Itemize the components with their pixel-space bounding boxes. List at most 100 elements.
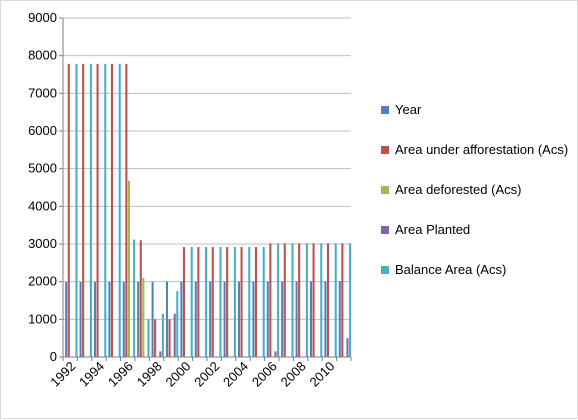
bar (326, 243, 329, 357)
legend-label: Area Planted (395, 222, 471, 237)
bar (205, 247, 208, 357)
bar (334, 243, 337, 357)
bar (237, 281, 241, 357)
x-tick-label: 1996 (105, 359, 136, 390)
bar (154, 319, 157, 357)
x-tick-label: 2006 (249, 359, 280, 390)
legend-label: Balance Area (Acs) (395, 262, 507, 277)
legend-item-balance: Balance Area (Acs) (381, 261, 577, 279)
legend-swatch (381, 186, 389, 194)
y-tick-label: 9000 (28, 10, 57, 25)
bar (159, 351, 162, 357)
legend-swatch (381, 146, 389, 154)
bar (295, 281, 298, 357)
bar (338, 281, 341, 357)
legend-label: Area deforested (Acs) (395, 182, 522, 197)
bar (161, 313, 164, 357)
bar (309, 281, 313, 357)
bar (67, 63, 70, 357)
bar (122, 281, 125, 357)
bar (168, 319, 171, 357)
legend-item-deforested: Area deforested (Acs) (381, 181, 577, 199)
y-tick-label: 3000 (28, 236, 57, 251)
axes (59, 17, 352, 361)
bar (89, 63, 92, 357)
bars (65, 63, 352, 357)
legend-swatch (381, 266, 389, 274)
y-tick-label: 1000 (28, 311, 57, 326)
bar (118, 63, 121, 357)
bar (133, 239, 136, 357)
legend-item-planted: Area Planted (381, 221, 577, 239)
bar (180, 281, 183, 357)
bar (82, 63, 85, 357)
bar (151, 281, 154, 357)
bar (139, 240, 142, 357)
legend: Year Area under afforestation (Acs) Area… (381, 101, 577, 301)
bar (349, 243, 352, 357)
bar (194, 281, 197, 357)
bar (291, 243, 294, 357)
y-tick-label: 0 (50, 349, 57, 364)
bar (324, 281, 327, 357)
bar (182, 247, 185, 357)
y-tick-label: 8000 (28, 48, 57, 63)
x-tick-label: 1994 (76, 359, 107, 390)
y-tick-label: 4000 (28, 198, 57, 213)
y-tick-label: 5000 (28, 161, 57, 176)
x-tick-label: 2004 (220, 359, 251, 390)
bar (305, 243, 308, 357)
bar (176, 291, 179, 357)
bar (110, 63, 113, 357)
bar (125, 63, 128, 357)
legend-swatch (381, 106, 389, 114)
bar (283, 243, 286, 357)
bar (274, 351, 277, 357)
bar (142, 277, 145, 357)
bar (281, 281, 284, 357)
bar (127, 180, 130, 357)
bar (226, 247, 229, 357)
bar (223, 281, 226, 357)
bar (65, 281, 68, 357)
bar (93, 281, 97, 357)
legend-label: Year (395, 102, 422, 117)
x-tick-label: 2008 (278, 359, 309, 390)
legend-swatch (381, 226, 389, 234)
bar (277, 243, 280, 357)
bar (320, 243, 323, 357)
legend-item-year: Year (381, 101, 577, 119)
bar (197, 247, 200, 357)
bar (266, 281, 269, 357)
bar (254, 247, 257, 357)
bar (233, 247, 236, 357)
y-tick-label: 6000 (28, 123, 57, 138)
bar (252, 281, 255, 357)
x-tick-label: 2000 (162, 359, 193, 390)
bar (137, 281, 140, 357)
bar (209, 281, 212, 357)
bar (219, 247, 222, 357)
bar (248, 247, 251, 357)
bar (211, 247, 214, 357)
bar (165, 281, 169, 357)
x-tick-label: 1998 (134, 359, 165, 390)
tick-labels: 0 1000 2000 3000 4000 5000 6000 7000 8000 9000 199… (28, 10, 337, 390)
bar (147, 319, 150, 357)
bar (75, 63, 78, 357)
x-tick-label: 2002 (191, 359, 222, 390)
bar (104, 63, 107, 357)
bar (190, 247, 193, 357)
bar (96, 63, 99, 357)
legend-label: Area under afforestation (Acs) (395, 142, 569, 157)
bar (79, 281, 82, 357)
bar (108, 281, 111, 357)
bar (269, 243, 272, 357)
bar (240, 247, 243, 357)
bar (262, 247, 265, 357)
bar (312, 243, 315, 357)
bar (298, 243, 301, 357)
legend-item-afforestation: Area under afforestation (Acs) (381, 141, 577, 159)
bar (346, 338, 349, 357)
